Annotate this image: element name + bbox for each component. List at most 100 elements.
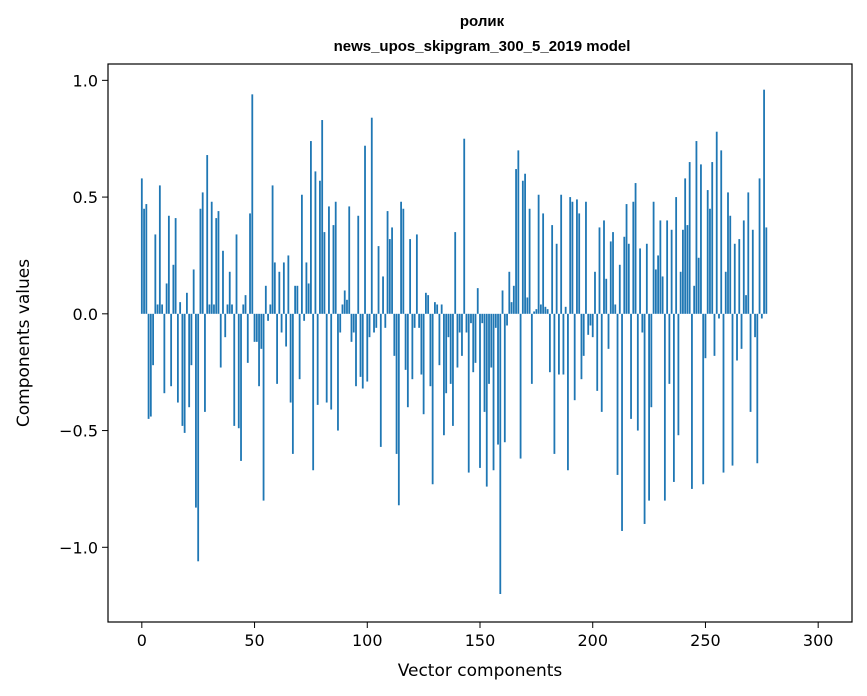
bar-103 [373, 313, 375, 333]
bar-78 [316, 313, 319, 405]
bar-4 [149, 313, 152, 417]
bar-264 [736, 313, 738, 361]
bar-106 [379, 313, 382, 447]
bar-177 [539, 304, 542, 314]
bar-11 [165, 283, 168, 314]
bar-91 [346, 299, 348, 314]
bar-160 [501, 290, 504, 314]
y-tick-label: 1.0 [73, 71, 98, 90]
bar-179 [544, 306, 547, 314]
y-axis-ticks: 1.0 0.5 0.0 −0.5 −1.0 [59, 71, 108, 557]
bar-247 [697, 257, 700, 314]
bar-191 [571, 201, 574, 314]
bar-166 [515, 169, 517, 314]
bar-197 [585, 201, 587, 314]
bar-251 [706, 190, 709, 314]
bar-46 [244, 295, 247, 314]
x-tick-label: 250 [690, 631, 721, 650]
x-tick-label: 100 [352, 631, 383, 650]
bar-165 [512, 285, 515, 314]
bar-27 [201, 192, 204, 314]
bar-67 [291, 313, 294, 454]
bar-175 [535, 309, 538, 314]
bar-208 [609, 241, 612, 314]
bar-63 [282, 262, 285, 314]
bar-261 [729, 215, 732, 314]
x-tick-label: 50 [244, 631, 264, 650]
x-tick-label: 200 [577, 631, 608, 650]
bar-212 [618, 264, 621, 314]
bar-74 [307, 283, 310, 314]
bar-58 [271, 185, 274, 314]
bar-105 [377, 246, 380, 314]
bar-94 [352, 313, 355, 333]
bar-76 [312, 313, 315, 471]
bar-39 [228, 271, 231, 314]
bar-189 [567, 313, 569, 471]
bar-2 [145, 204, 148, 314]
x-tick-label: 0 [137, 631, 147, 650]
bar-79 [319, 180, 321, 314]
bar-133 [440, 304, 443, 314]
bar-82 [325, 313, 328, 403]
bar-221 [639, 248, 641, 314]
bar-3 [147, 313, 150, 419]
bar-141 [458, 313, 461, 333]
bar-265 [738, 239, 741, 314]
bar-236 [672, 313, 675, 482]
bar-164 [510, 302, 513, 314]
bar-148 [474, 313, 477, 363]
bar-246 [695, 141, 698, 314]
bar-242 [686, 225, 689, 314]
bar-269 [747, 192, 750, 314]
bar-243 [688, 162, 691, 314]
bar-44 [240, 313, 242, 461]
bar-188 [564, 306, 567, 314]
bar-204 [600, 313, 603, 412]
bar-139 [454, 232, 457, 314]
bar-102 [370, 117, 373, 314]
bar-69 [296, 285, 299, 314]
bar-190 [569, 197, 572, 314]
bar-162 [506, 313, 508, 326]
plot-frame [107, 63, 853, 623]
bar-241 [684, 178, 687, 314]
bar-132 [438, 313, 441, 366]
bar-245 [693, 285, 696, 314]
bar-32 [213, 304, 215, 314]
bar-159 [499, 313, 502, 594]
bar-270 [749, 313, 752, 412]
x-tick-label: 300 [803, 631, 834, 650]
bar-21 [188, 313, 191, 408]
y-axis-label: Components values [14, 259, 34, 427]
bar-92 [348, 206, 351, 314]
bar-149 [476, 288, 479, 314]
bar-268 [745, 295, 747, 314]
bar-43 [237, 313, 240, 429]
bar-71 [300, 194, 303, 314]
bar-203 [598, 227, 601, 314]
bar-26 [199, 208, 202, 314]
bar-220 [636, 313, 639, 431]
bar-217 [630, 313, 632, 419]
bar-24 [195, 313, 197, 508]
y-tick-label: 0.5 [73, 188, 98, 207]
bar-223 [643, 313, 646, 524]
bar-142 [461, 313, 463, 356]
bar-120 [411, 313, 414, 380]
bar-257 [720, 150, 723, 314]
bar-25 [197, 313, 200, 562]
bar-201 [594, 271, 596, 314]
bar-231 [661, 276, 664, 314]
bar-155 [490, 313, 493, 368]
bar-137 [449, 313, 452, 384]
bar-85 [332, 225, 335, 314]
bar-209 [612, 232, 614, 314]
bar-72 [303, 313, 306, 321]
bar-153 [485, 313, 488, 487]
bar-107 [382, 276, 384, 314]
bar-210 [614, 304, 617, 314]
bar-68 [294, 285, 297, 314]
bar-266 [740, 313, 743, 349]
bar-35 [219, 313, 222, 368]
